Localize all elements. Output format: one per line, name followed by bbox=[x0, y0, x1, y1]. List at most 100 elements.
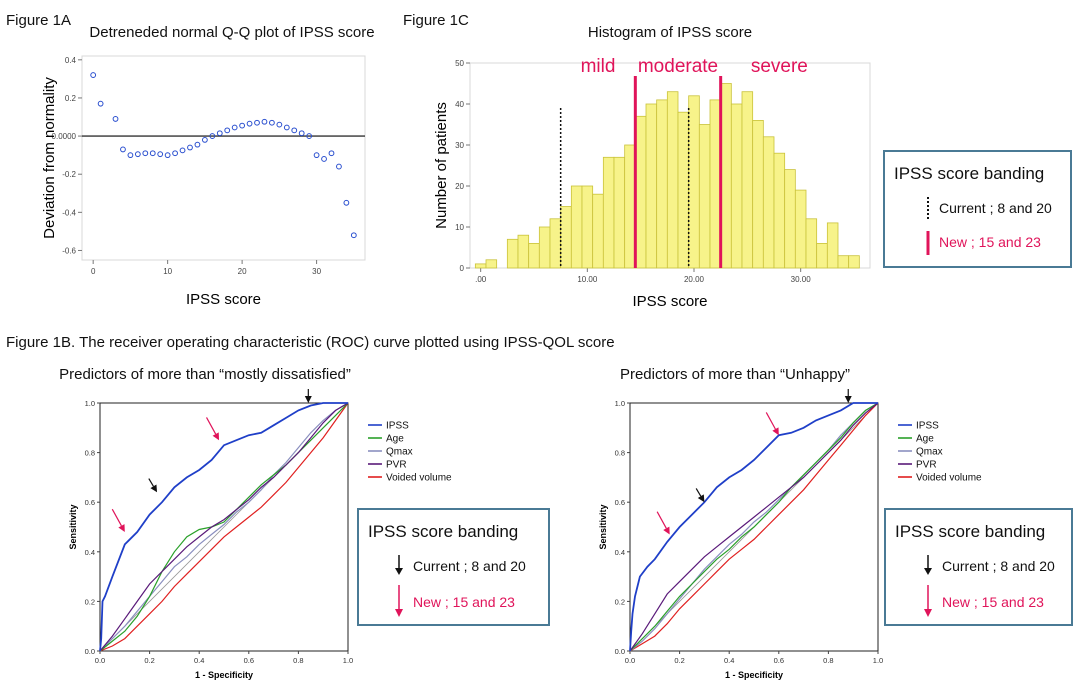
roc-right-series-pvr bbox=[629, 402, 879, 652]
roc-left-new-arrow bbox=[111, 508, 125, 532]
qq-ytick-label: -0.4 bbox=[62, 208, 76, 217]
banding-current-label: Current ; 8 and 20 bbox=[942, 558, 1055, 574]
hist-ytick-label: 10 bbox=[455, 223, 464, 232]
hist-bar bbox=[688, 95, 700, 269]
roc-right-ytick-label: 1.0 bbox=[615, 399, 625, 408]
hist-bar bbox=[506, 238, 519, 269]
banding-legend-top: IPSS score banding Current ; 8 and 20 Ne… bbox=[883, 150, 1072, 268]
figure-1c-title: Histogram of IPSS score bbox=[587, 24, 753, 41]
banding-legend-roc-right: IPSS score banding Current ; 8 and 20 Ne… bbox=[884, 508, 1073, 626]
qq-point bbox=[142, 150, 149, 157]
roc-left-current-arrow-shaft bbox=[148, 478, 154, 487]
hist-bar bbox=[570, 185, 583, 269]
qq-point bbox=[276, 121, 283, 128]
roc-left-xtick-label: 0.2 bbox=[144, 656, 154, 665]
qq-point bbox=[172, 150, 178, 157]
hist-bar bbox=[805, 218, 818, 269]
qq-point bbox=[216, 130, 223, 137]
roc-left-ytick-label: 0.6 bbox=[85, 498, 95, 507]
roc-right-current-arrow-head bbox=[844, 396, 852, 403]
qq-xtick-label: 10 bbox=[163, 267, 172, 276]
roc-right-new-arrow-head bbox=[663, 526, 670, 535]
hist-ytick-label: 20 bbox=[455, 182, 464, 191]
roc-left-current-arrow-head bbox=[150, 484, 158, 493]
qq-point bbox=[291, 127, 298, 134]
roc-right-current-arrow-shaft bbox=[695, 488, 702, 497]
roc-left-new-arrow-head bbox=[118, 524, 125, 532]
roc-left-series-qmax bbox=[99, 402, 349, 652]
qq-xtick-label: 30 bbox=[312, 267, 321, 276]
hist-bar bbox=[602, 156, 615, 269]
roc-right-ylabel: Sensitivity bbox=[598, 504, 608, 549]
banding-new-label: New ; 15 and 23 bbox=[942, 594, 1044, 610]
qq-point bbox=[231, 124, 238, 131]
roc-left-legend-label: Voided volume bbox=[386, 473, 452, 484]
roc-right-legend-label: IPSS bbox=[916, 421, 939, 432]
roc-right-xtick-label: 0.8 bbox=[823, 656, 833, 665]
hist-bar bbox=[549, 218, 562, 269]
qq-plot-frame bbox=[81, 55, 366, 261]
roc-left-legend-label: Age bbox=[386, 434, 404, 445]
roc-right-ytick-label: 0.0 bbox=[615, 647, 625, 656]
roc-right-current-arrow bbox=[844, 389, 852, 403]
qq-xtick-label: 0 bbox=[91, 267, 96, 276]
hist-ytick-label: 30 bbox=[455, 141, 464, 150]
band-label-mild: mild bbox=[581, 56, 616, 77]
figure-1a-title: Detreneded normal Q-Q plot of IPSS score bbox=[89, 24, 375, 41]
roc-right-new-arrow-shaft bbox=[765, 412, 776, 430]
qq-point bbox=[112, 116, 119, 122]
figure-1c-label: Figure 1C bbox=[403, 12, 469, 29]
roc-right-xtick-label: 0.4 bbox=[724, 656, 734, 665]
qq-point bbox=[261, 118, 268, 125]
roc-left-new-arrow bbox=[205, 417, 220, 441]
roc-right-legend-label: Age bbox=[916, 434, 934, 445]
hist-bar bbox=[837, 255, 850, 269]
banding-current-label: Current ; 8 and 20 bbox=[939, 200, 1052, 216]
hist-bar bbox=[773, 152, 786, 269]
qq-point bbox=[194, 141, 201, 148]
roc-right-ytick-label: 0.4 bbox=[615, 548, 625, 557]
hist-bar bbox=[709, 99, 722, 269]
roc-right-xlabel: 1 - Specificity bbox=[725, 670, 783, 680]
hist-xtick-label: 20.00 bbox=[684, 275, 705, 284]
roc-left-xtick-label: 1.0 bbox=[343, 656, 353, 665]
roc-left-current-arrow bbox=[304, 389, 312, 403]
roc-right-series-ipss bbox=[629, 402, 878, 652]
black-arrow-icon bbox=[924, 555, 932, 575]
qq-point bbox=[321, 156, 327, 162]
hist-bar bbox=[517, 234, 530, 269]
qq-ytick-label: 0.2 bbox=[65, 94, 77, 103]
hist-ylabel: Number of patients bbox=[433, 102, 450, 229]
hist-ytick-label: 0 bbox=[460, 264, 465, 273]
qq-point bbox=[187, 144, 193, 151]
qq-plot: 0.4 0.2 0.0000 -0.2 -0.4 -0.6 0 10 20 30 IPSS scor… bbox=[41, 55, 366, 308]
qq-point bbox=[134, 151, 141, 158]
roc-right-xtick-label: 1.0 bbox=[873, 656, 883, 665]
qq-point bbox=[328, 150, 335, 157]
qq-point bbox=[149, 150, 156, 157]
hist-bar bbox=[485, 259, 498, 269]
qq-ytick-label: 0.4 bbox=[65, 56, 77, 65]
solid-pink-line-icon bbox=[926, 231, 930, 255]
hist-bar bbox=[645, 103, 658, 269]
hist-bar bbox=[634, 115, 647, 269]
roc-right-new-arrow bbox=[656, 511, 670, 535]
roc-right-xtick-label: 0.0 bbox=[625, 656, 635, 665]
roc-right-xtick-label: 0.6 bbox=[774, 656, 784, 665]
figure-1b-label: Figure 1B. The receiver operating charac… bbox=[6, 334, 615, 351]
qq-point bbox=[254, 119, 260, 126]
hist-bar bbox=[730, 103, 743, 269]
banding-legend-title: IPSS score banding bbox=[894, 164, 1045, 183]
hist-bar bbox=[592, 193, 604, 269]
roc-left-xtick-label: 0.8 bbox=[293, 656, 303, 665]
roc-right-new-arrow-head bbox=[772, 427, 779, 436]
roc-left-xtick-label: 0.6 bbox=[244, 656, 254, 665]
qq-ytick-label: -0.6 bbox=[62, 246, 76, 255]
qq-point bbox=[343, 199, 350, 206]
hist-bar bbox=[528, 242, 540, 269]
roc-right-ytick-label: 0.2 bbox=[615, 597, 625, 606]
roc-left-ytick-label: 0.8 bbox=[85, 449, 95, 458]
qq-point bbox=[201, 136, 208, 143]
roc-left-chart: 0.0 0.2 0.4 0.6 0.8 1.0 0.0 0.2 0.4 0.6 0.8 1.0 IPSS… bbox=[68, 389, 452, 680]
hist-bar bbox=[762, 136, 775, 269]
